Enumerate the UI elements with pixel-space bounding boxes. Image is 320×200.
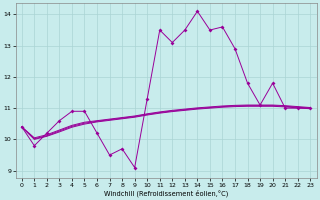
X-axis label: Windchill (Refroidissement éolien,°C): Windchill (Refroidissement éolien,°C)	[104, 189, 228, 197]
